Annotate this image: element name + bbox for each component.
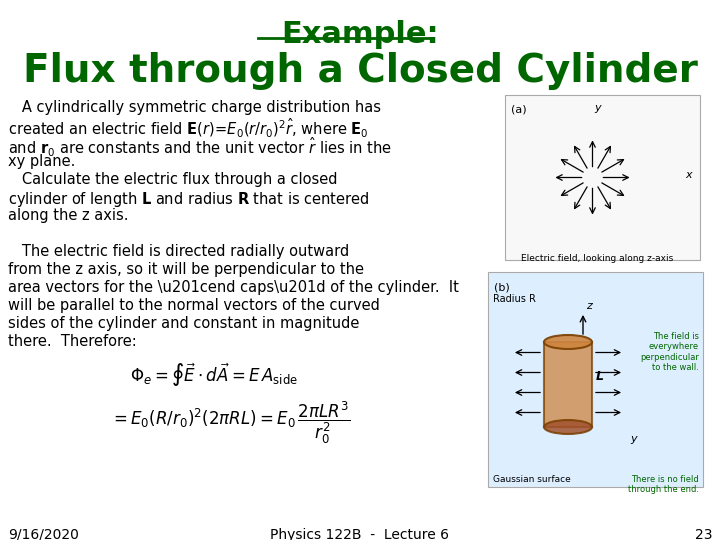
Text: The electric field is directed radially outward: The electric field is directed radially …: [8, 244, 349, 259]
Text: Physics 122B  -  Lecture 6: Physics 122B - Lecture 6: [271, 528, 449, 540]
Text: z: z: [586, 301, 592, 311]
Text: x: x: [685, 171, 692, 180]
Text: from the z axis, so it will be perpendicular to the: from the z axis, so it will be perpendic…: [8, 262, 364, 277]
FancyBboxPatch shape: [505, 95, 700, 260]
Text: Calculate the electric flux through a closed: Calculate the electric flux through a cl…: [8, 172, 338, 187]
Text: y: y: [630, 434, 636, 444]
Text: created an electric field $\mathbf{E}(r)\!=\!E_0(r/r_0)^2\hat{r}$, where $\mathb: created an electric field $\mathbf{E}(r)…: [8, 118, 369, 140]
Text: will be parallel to the normal vectors of the curved: will be parallel to the normal vectors o…: [8, 298, 380, 313]
Text: There is no field
through the end.: There is no field through the end.: [628, 475, 699, 495]
Text: there.  Therefore:: there. Therefore:: [8, 334, 137, 349]
Text: $= E_0(R/r_0)^2(2\pi RL) = E_0\,\dfrac{2\pi LR^3}{r_0^2}$: $= E_0(R/r_0)^2(2\pi RL) = E_0\,\dfrac{2…: [110, 400, 350, 447]
Text: 9/16/2020: 9/16/2020: [8, 528, 79, 540]
Text: Electric field, looking along z-axis: Electric field, looking along z-axis: [521, 254, 674, 263]
Text: (a): (a): [511, 105, 526, 115]
Text: $\Phi_e = \oint \vec{E} \cdot d\vec{A} = E\,A_{\mathrm{side}}$: $\Phi_e = \oint \vec{E} \cdot d\vec{A} =…: [130, 362, 298, 389]
Text: The field is
everywhere
perpendicular
to the wall.: The field is everywhere perpendicular to…: [640, 332, 699, 372]
Text: and $\mathbf{r}_0$ are constants and the unit vector $\hat{r}$ lies in the: and $\mathbf{r}_0$ are constants and the…: [8, 136, 392, 159]
Bar: [544, 342, 592, 427]
Text: Gaussian surface: Gaussian surface: [493, 475, 571, 484]
Text: xy plane.: xy plane.: [8, 154, 76, 169]
Text: Flux through a Closed Cylinder: Flux through a Closed Cylinder: [22, 52, 698, 90]
Text: sides of the cylinder and constant in magnitude: sides of the cylinder and constant in ma…: [8, 316, 359, 331]
Text: area vectors for the \u201cend caps\u201d of the cylinder.  It: area vectors for the \u201cend caps\u201…: [8, 280, 459, 295]
Text: Radius R: Radius R: [493, 294, 536, 304]
Text: cylinder of length $\mathbf{L}$ and radius $\mathbf{R}$ that is centered: cylinder of length $\mathbf{L}$ and radi…: [8, 190, 369, 209]
Text: (b): (b): [494, 282, 510, 292]
Text: along the z axis.: along the z axis.: [8, 208, 128, 223]
Ellipse shape: [544, 335, 592, 349]
Text: y: y: [595, 103, 601, 113]
Text: L: L: [596, 369, 604, 382]
Ellipse shape: [544, 420, 592, 434]
Text: Example:: Example:: [282, 20, 438, 49]
Text: 23: 23: [695, 528, 712, 540]
FancyBboxPatch shape: [488, 272, 703, 487]
Text: A cylindrically symmetric charge distribution has: A cylindrically symmetric charge distrib…: [8, 100, 381, 115]
